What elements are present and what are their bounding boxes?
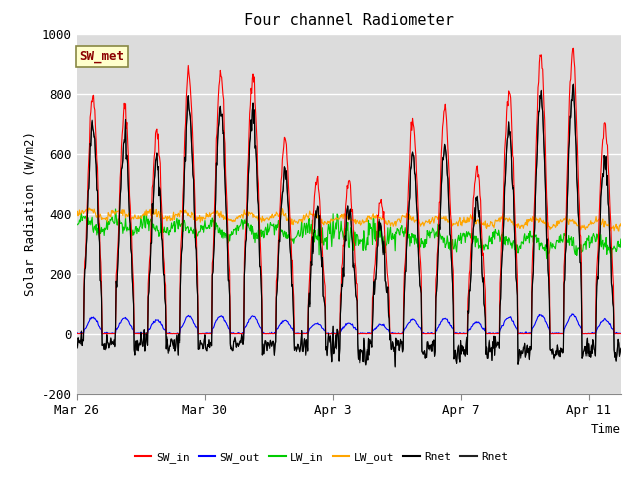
LW_out (73, 213, 81, 218)
SW_out (183, 314, 191, 320)
LW_out (615, 228, 623, 234)
SW_in (183, 84, 191, 90)
Rnet (147, 264, 154, 270)
Rnet (617, 348, 625, 353)
LW_out (490, 222, 497, 228)
SW_in (617, 331, 625, 336)
Rnet (73, 343, 81, 349)
Legend: SW_in, SW_out, LW_in, LW_out, Rnet, Rnet: SW_in, SW_out, LW_in, LW_out, Rnet, Rnet (131, 447, 513, 467)
SW_in (135, 331, 143, 336)
Rnet (355, 356, 362, 362)
Rnet (401, 267, 409, 273)
Rnet (570, 82, 577, 87)
Line: Rnet: Rnet (77, 84, 621, 367)
LW_out (617, 221, 625, 227)
Text: SW_met: SW_met (79, 50, 125, 63)
SW_in (570, 46, 577, 51)
LW_in (355, 237, 363, 242)
LW_out (86, 205, 93, 211)
LW_out (147, 213, 155, 218)
LW_in (147, 216, 155, 222)
Line: LW_in: LW_in (77, 209, 621, 259)
SW_in (73, 331, 81, 336)
Rnet (570, 81, 577, 87)
Rnet (183, 116, 191, 121)
SW_in (401, 266, 408, 272)
LW_in (136, 224, 143, 230)
Rnet (490, 346, 497, 351)
SW_out (135, 330, 143, 336)
Rnet (401, 269, 409, 275)
SW_out (568, 311, 576, 317)
Title: Four channel Radiometer: Four channel Radiometer (244, 13, 454, 28)
SW_in (489, 331, 497, 336)
LW_in (184, 224, 191, 229)
Rnet (147, 267, 154, 273)
SW_out (147, 325, 154, 331)
Line: SW_in: SW_in (77, 48, 621, 334)
SW_out (401, 326, 408, 332)
X-axis label: Time: Time (591, 422, 621, 435)
Rnet (490, 345, 497, 350)
LW_in (543, 256, 550, 262)
Rnet (135, 342, 143, 348)
Rnet (391, 363, 399, 369)
LW_in (617, 236, 625, 242)
Rnet (183, 115, 191, 120)
LW_in (111, 206, 119, 212)
SW_out (489, 330, 497, 336)
Rnet (73, 343, 81, 348)
LW_out (355, 221, 363, 227)
Rnet (391, 364, 399, 370)
SW_in (147, 251, 154, 257)
SW_in (355, 331, 362, 336)
LW_in (73, 222, 81, 228)
Line: LW_out: LW_out (77, 208, 621, 231)
Rnet (617, 345, 625, 351)
SW_out (355, 331, 362, 336)
LW_in (490, 234, 497, 240)
LW_out (401, 215, 409, 220)
LW_in (401, 225, 409, 230)
SW_out (617, 331, 625, 336)
Y-axis label: Solar Radiation (W/m2): Solar Radiation (W/m2) (24, 131, 36, 296)
LW_out (184, 213, 191, 218)
SW_out (73, 331, 81, 336)
Line: SW_out: SW_out (77, 314, 621, 334)
Rnet (135, 341, 143, 347)
LW_out (136, 214, 143, 220)
Line: Rnet: Rnet (77, 84, 621, 366)
Rnet (355, 355, 362, 361)
